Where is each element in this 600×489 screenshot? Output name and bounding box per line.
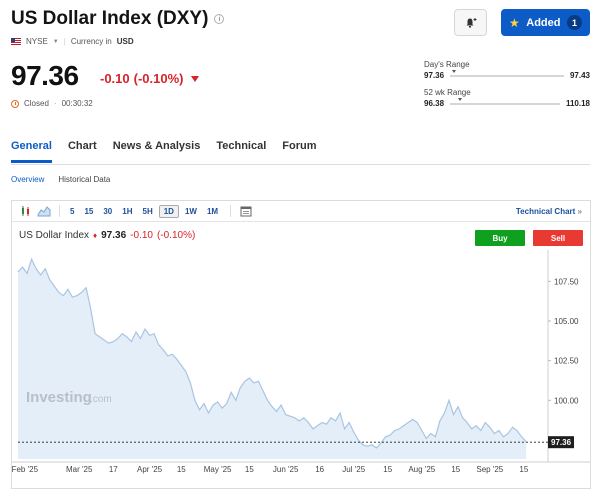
x-tick-label: Jun '25	[273, 465, 299, 474]
x-tick-label: 15	[245, 465, 254, 474]
interval-1w[interactable]: 1W	[184, 206, 197, 216]
chevron-right-icon: »	[577, 207, 582, 216]
market-status-text: Closed	[24, 99, 49, 108]
y-tick-label: 100.00	[554, 396, 579, 405]
buy-button[interactable]: Buy	[475, 230, 525, 246]
x-tick-label: Jul '25	[342, 465, 365, 474]
chevron-down-icon[interactable]: ▼	[52, 38, 59, 45]
day-range-marker	[452, 69, 457, 73]
day-range-low: 97.36	[424, 71, 445, 80]
price-area	[18, 259, 527, 459]
investing-watermark-suffix: .com	[90, 394, 112, 405]
interval-5h[interactable]: 5H	[142, 206, 153, 216]
sell-button[interactable]: Sell	[533, 230, 583, 246]
added-label: Added	[526, 16, 561, 29]
week52-range-label: 52 wk Range	[424, 88, 471, 97]
added-count-badge: 1	[567, 15, 582, 30]
currency-value: USD	[116, 37, 134, 46]
day-range-bar	[450, 69, 564, 77]
week52-range-high: 110.18	[565, 99, 590, 108]
x-tick-label: Aug '25	[408, 465, 435, 474]
day-range-label: Day's Range	[424, 60, 470, 69]
interval-30[interactable]: 30	[103, 206, 113, 216]
chart-change: -0.10	[130, 230, 153, 241]
investing-watermark: Investing	[26, 389, 92, 406]
chart-toolbar: 5 15 30 1H 5H 1D 1W 1M Technical Chart »	[12, 201, 590, 222]
tab-news-analysis[interactable]: News & Analysis	[112, 140, 201, 152]
watchlist-added-button[interactable]: ★ Added 1	[501, 9, 590, 36]
chart-price: 97.36	[101, 230, 127, 241]
day-range-high: 97.43	[569, 71, 590, 80]
market-status: Closed · 00:30:32	[11, 99, 93, 108]
last-price: 97.36	[11, 60, 79, 91]
x-tick-label: Sep '25	[476, 465, 503, 474]
tab-technical[interactable]: Technical	[216, 140, 267, 152]
create-alert-button[interactable]	[454, 9, 487, 36]
week52-range: 52 wk Range 96.38 110.18	[424, 88, 590, 108]
chart-legend: US Dollar Index ♦ 97.36 -0.10 (-0.10%)	[19, 230, 195, 241]
chart-change-percent: (-0.10%)	[156, 230, 196, 241]
info-icon[interactable]: i	[214, 14, 225, 24]
tab-chart[interactable]: Chart	[67, 140, 97, 152]
change-value: -0.10	[100, 71, 130, 86]
price-line	[17, 257, 527, 449]
week52-range-low: 96.38	[424, 99, 445, 108]
x-tick-label: 15	[383, 465, 392, 474]
exchange-name[interactable]: NYSE	[26, 37, 48, 46]
chart-panel: 5 15 30 1H 5H 1D 1W 1M Technical Chart »…	[11, 200, 591, 489]
down-triangle-icon	[190, 75, 199, 82]
candlestick-icon[interactable]	[17, 204, 35, 218]
price-chart[interactable]: Investing.com 97.36 107.50 105.00 102.50 100.…	[12, 250, 590, 488]
bell-plus-icon	[466, 17, 476, 27]
tab-general[interactable]: General	[11, 140, 52, 163]
x-tick-label: May '25	[204, 465, 232, 474]
price-change: -0.10 (-0.10%)	[100, 71, 199, 86]
x-tick-label: 17	[109, 465, 118, 474]
interval-1d[interactable]: 1D	[158, 204, 179, 218]
interval-1h[interactable]: 1H	[122, 206, 133, 216]
instrument-title: US Dollar Index (DXY) i	[11, 8, 225, 30]
main-tabs: General Chart News & Analysis Technical …	[11, 140, 317, 163]
change-percent: (-0.10%)	[133, 71, 184, 86]
x-tick-label: 15	[451, 465, 460, 474]
interval-15[interactable]: 15	[84, 206, 94, 216]
x-tick-label: Apr '25	[137, 465, 163, 474]
area-chart-icon[interactable]	[35, 204, 53, 218]
sub-tabs: Overview Historical Data	[11, 175, 110, 184]
y-tick-label: 102.50	[554, 357, 579, 366]
interval-5[interactable]: 5	[70, 206, 75, 216]
subtab-historical-data[interactable]: Historical Data	[58, 175, 111, 184]
tab-forum[interactable]: Forum	[282, 140, 317, 152]
x-tick-label: Feb '25	[12, 465, 39, 474]
calendar-icon[interactable]	[237, 204, 255, 218]
x-tick-label: 16	[315, 465, 324, 474]
us-flag-icon	[11, 38, 21, 45]
technical-chart-link[interactable]: Technical Chart »	[516, 207, 582, 216]
day-range: Day's Range 97.36 97.43	[424, 60, 590, 80]
y-tick-label: 105.00	[554, 317, 579, 326]
down-diamond-icon: ♦	[93, 231, 98, 240]
week52-range-bar	[450, 97, 560, 105]
exchange-meta: NYSE ▼ | Currency in USD	[11, 37, 134, 46]
last-price-badge	[548, 436, 574, 449]
market-timer: 00:30:32	[61, 99, 93, 108]
last-price-label: 97.36	[551, 438, 572, 447]
x-tick-label: Mar '25	[66, 465, 93, 474]
tabs-divider	[11, 164, 590, 165]
subtab-overview[interactable]: Overview	[11, 175, 45, 184]
chart-instrument-name: US Dollar Index	[19, 230, 90, 241]
x-tick-label: 15	[519, 465, 528, 474]
week52-range-marker	[457, 97, 462, 101]
interval-1m[interactable]: 1M	[206, 206, 219, 216]
page-title: US Dollar Index (DXY)	[11, 8, 209, 29]
clock-icon	[11, 99, 19, 108]
y-tick-label: 107.50	[554, 277, 579, 286]
x-tick-label: 15	[177, 465, 186, 474]
currency-label: Currency in	[70, 37, 112, 46]
star-icon: ★	[509, 15, 520, 30]
technical-chart-label: Technical Chart	[515, 207, 576, 216]
